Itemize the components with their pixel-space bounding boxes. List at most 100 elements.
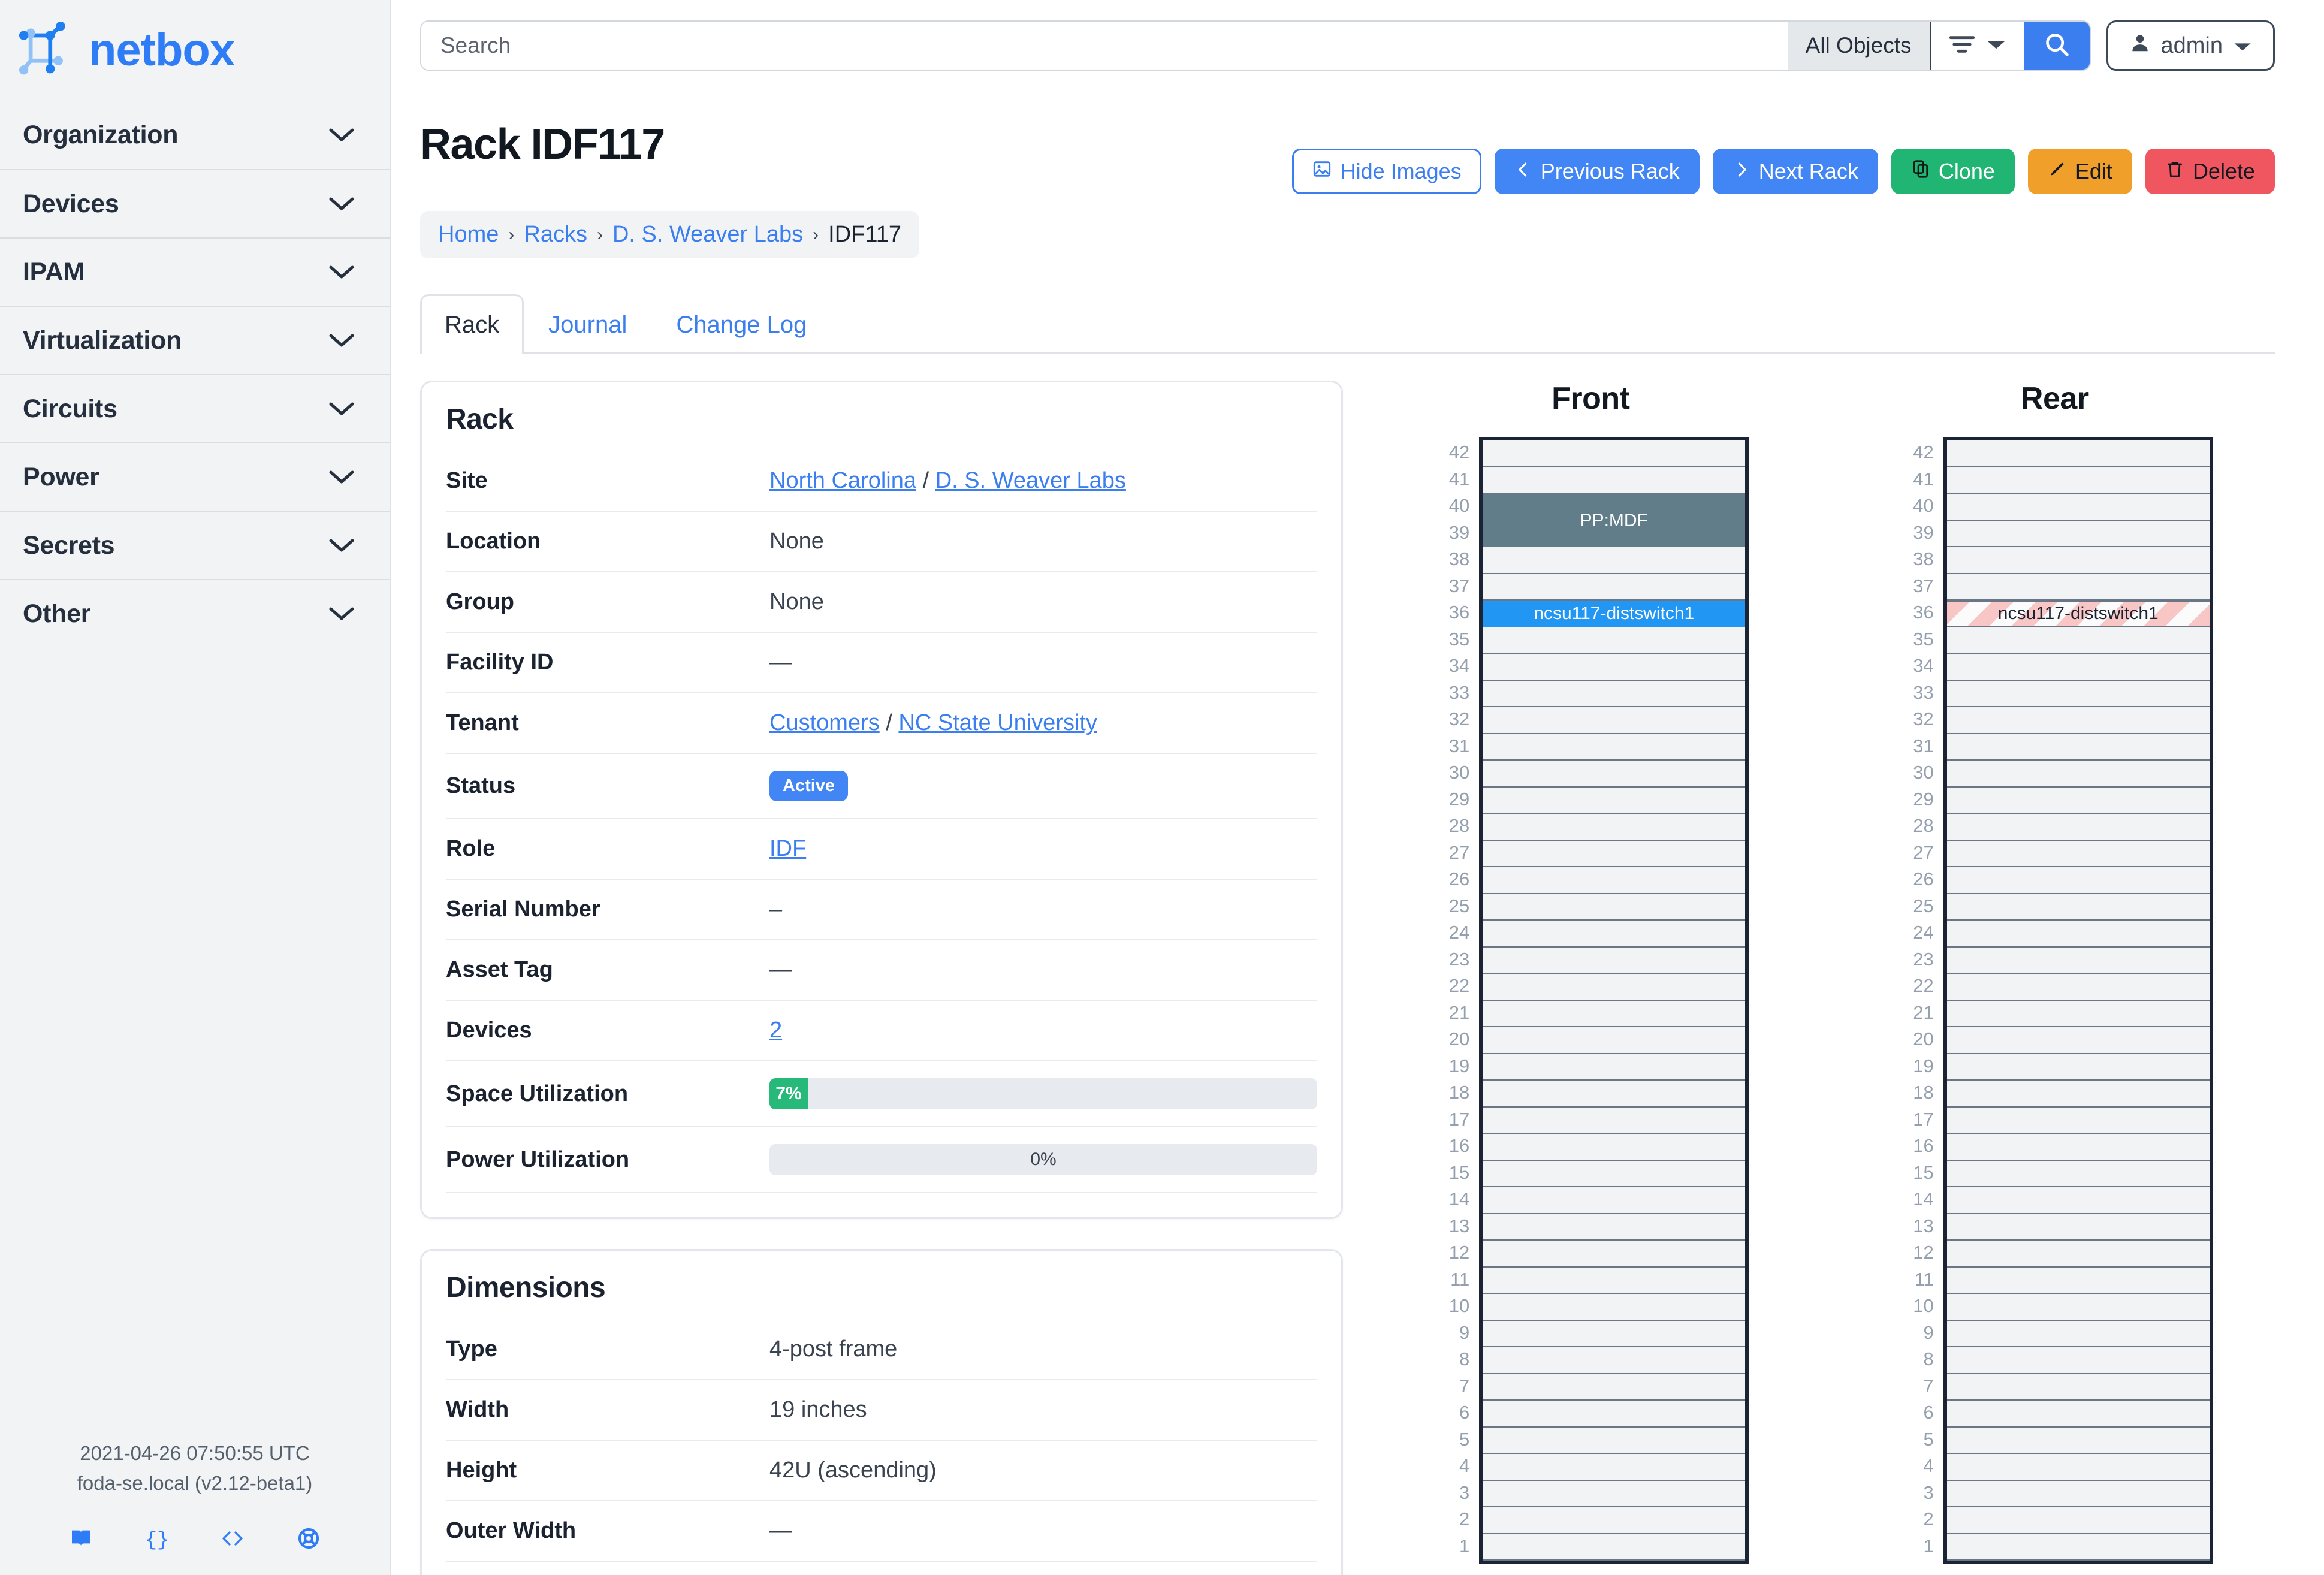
rack-unit[interactable] <box>1483 1534 1746 1561</box>
rack-unit[interactable] <box>1946 681 2210 707</box>
rack-unit[interactable] <box>1946 1401 2210 1428</box>
sidebar-item-power[interactable]: Power <box>0 442 390 511</box>
sidebar-item-circuits[interactable]: Circuits <box>0 374 390 442</box>
previous-rack-button[interactable]: Previous Rack <box>1494 149 1700 194</box>
tab-rack[interactable]: Rack <box>420 294 524 354</box>
rack-unit[interactable] <box>1946 948 2210 974</box>
rack-unit[interactable] <box>1946 974 2210 1001</box>
rack-unit[interactable] <box>1483 1374 1746 1401</box>
rack-unit[interactable] <box>1483 547 1746 574</box>
rack-unit[interactable] <box>1483 1321 1746 1347</box>
breadcrumb-item-racks[interactable]: Racks <box>524 222 587 247</box>
rack-unit[interactable] <box>1483 734 1746 761</box>
tab-change-log[interactable]: Change Log <box>676 312 807 338</box>
rack-unit[interactable] <box>1946 734 2210 761</box>
rack-unit[interactable] <box>1946 1321 2210 1347</box>
rack-unit[interactable] <box>1483 1507 1746 1534</box>
role-link[interactable]: IDF <box>769 836 807 861</box>
book-icon[interactable] <box>69 1526 93 1553</box>
rack-unit[interactable] <box>1483 654 1746 681</box>
rack-unit[interactable] <box>1483 1001 1746 1027</box>
search-scope-selector[interactable]: All Objects <box>1787 22 1930 70</box>
clone-button[interactable]: Clone <box>1891 149 2015 194</box>
rack-unit[interactable] <box>1946 787 2210 814</box>
rack-unit[interactable] <box>1483 681 1746 707</box>
hide-images-button[interactable]: Hide Images <box>1291 149 1481 194</box>
rack-unit[interactable] <box>1946 1481 2210 1507</box>
edit-button[interactable]: Edit <box>2027 149 2132 194</box>
rack-unit[interactable] <box>1483 1214 1746 1241</box>
brand-logo-area[interactable]: netbox <box>0 0 390 101</box>
device-count-link[interactable]: 2 <box>769 1018 783 1043</box>
rack-unit[interactable] <box>1483 867 1746 894</box>
rack-unit[interactable] <box>1946 440 2210 467</box>
lifebuoy-help-icon[interactable] <box>297 1526 321 1553</box>
rack-unit[interactable] <box>1946 1027 2210 1054</box>
rack-unit[interactable] <box>1946 1214 2210 1241</box>
next-rack-button[interactable]: Next Rack <box>1712 149 1878 194</box>
rack-unit[interactable] <box>1483 627 1746 654</box>
rack-unit[interactable] <box>1946 1428 2210 1454</box>
tab-journal[interactable]: Journal <box>548 312 627 338</box>
rack-unit[interactable] <box>1483 1401 1746 1428</box>
rack-unit[interactable] <box>1483 974 1746 1001</box>
sidebar-item-virtualization[interactable]: Virtualization <box>0 306 390 374</box>
braces-api-icon[interactable]: {} <box>145 1526 169 1553</box>
search-submit-button[interactable] <box>2023 22 2090 70</box>
rack-unit[interactable] <box>1946 1054 2210 1081</box>
rack-unit[interactable] <box>1946 547 2210 574</box>
rack-unit[interactable] <box>1946 761 2210 787</box>
search-filter-dropdown[interactable] <box>1929 22 2024 70</box>
rack-unit[interactable] <box>1946 894 2210 921</box>
rack-unit[interactable] <box>1946 1268 2210 1294</box>
rack-unit[interactable] <box>1483 1481 1746 1507</box>
site-link[interactable]: D. S. Weaver Labs <box>935 468 1126 493</box>
rack-unit[interactable] <box>1483 1347 1746 1374</box>
rack-unit[interactable] <box>1483 1161 1746 1187</box>
rack-unit[interactable] <box>1946 1108 2210 1134</box>
rack-unit[interactable] <box>1946 1347 2210 1374</box>
rack-unit[interactable] <box>1483 921 1746 948</box>
rack-units[interactable]: PP:MDF ncsu117-distswitch1 <box>1479 437 1749 1564</box>
rack-unit[interactable] <box>1483 1454 1746 1481</box>
rack-unit[interactable] <box>1946 1161 2210 1187</box>
rack-unit[interactable] <box>1946 627 2210 654</box>
rack-unit[interactable] <box>1483 1054 1746 1081</box>
rack-unit[interactable] <box>1483 440 1746 467</box>
user-menu-button[interactable]: admin <box>2106 20 2275 71</box>
tenant-group-link[interactable]: Customers <box>769 710 880 735</box>
rack-unit[interactable] <box>1483 1134 1746 1161</box>
rack-unit[interactable] <box>1483 948 1746 974</box>
rack-unit[interactable] <box>1946 867 2210 894</box>
code-icon[interactable] <box>221 1526 245 1553</box>
rack-unit[interactable] <box>1946 1241 2210 1268</box>
rack-unit[interactable] <box>1483 467 1746 494</box>
rack-unit[interactable] <box>1483 1241 1746 1268</box>
rack-device[interactable]: PP:MDF <box>1483 494 1746 547</box>
rack-unit[interactable] <box>1483 1081 1746 1108</box>
sidebar-item-organization[interactable]: Organization <box>0 101 390 169</box>
rack-unit[interactable] <box>1483 787 1746 814</box>
rack-units[interactable]: ncsu117-distswitch1 <box>1943 437 2213 1564</box>
sidebar-item-ipam[interactable]: IPAM <box>0 237 390 306</box>
search-input[interactable] <box>421 22 1788 70</box>
sidebar-item-other[interactable]: Other <box>0 579 390 647</box>
rack-unit[interactable] <box>1946 1454 2210 1481</box>
rack-unit[interactable] <box>1946 654 2210 681</box>
sidebar-item-secrets[interactable]: Secrets <box>0 511 390 579</box>
rack-unit[interactable] <box>1483 1187 1746 1214</box>
rack-unit[interactable] <box>1946 1507 2210 1534</box>
delete-button[interactable]: Delete <box>2145 149 2275 194</box>
rack-unit[interactable] <box>1483 1268 1746 1294</box>
rack-unit[interactable] <box>1946 521 2210 547</box>
rack-unit[interactable] <box>1946 1534 2210 1561</box>
rack-unit[interactable] <box>1946 921 2210 948</box>
rack-unit[interactable] <box>1483 1108 1746 1134</box>
rack-unit[interactable] <box>1946 1294 2210 1321</box>
rack-unit[interactable] <box>1483 574 1746 601</box>
rack-unit[interactable] <box>1946 1081 2210 1108</box>
rack-unit[interactable] <box>1483 761 1746 787</box>
rack-unit[interactable] <box>1483 814 1746 841</box>
rack-device[interactable]: ncsu117-distswitch1 <box>1483 601 1746 627</box>
rack-unit[interactable] <box>1946 494 2210 521</box>
